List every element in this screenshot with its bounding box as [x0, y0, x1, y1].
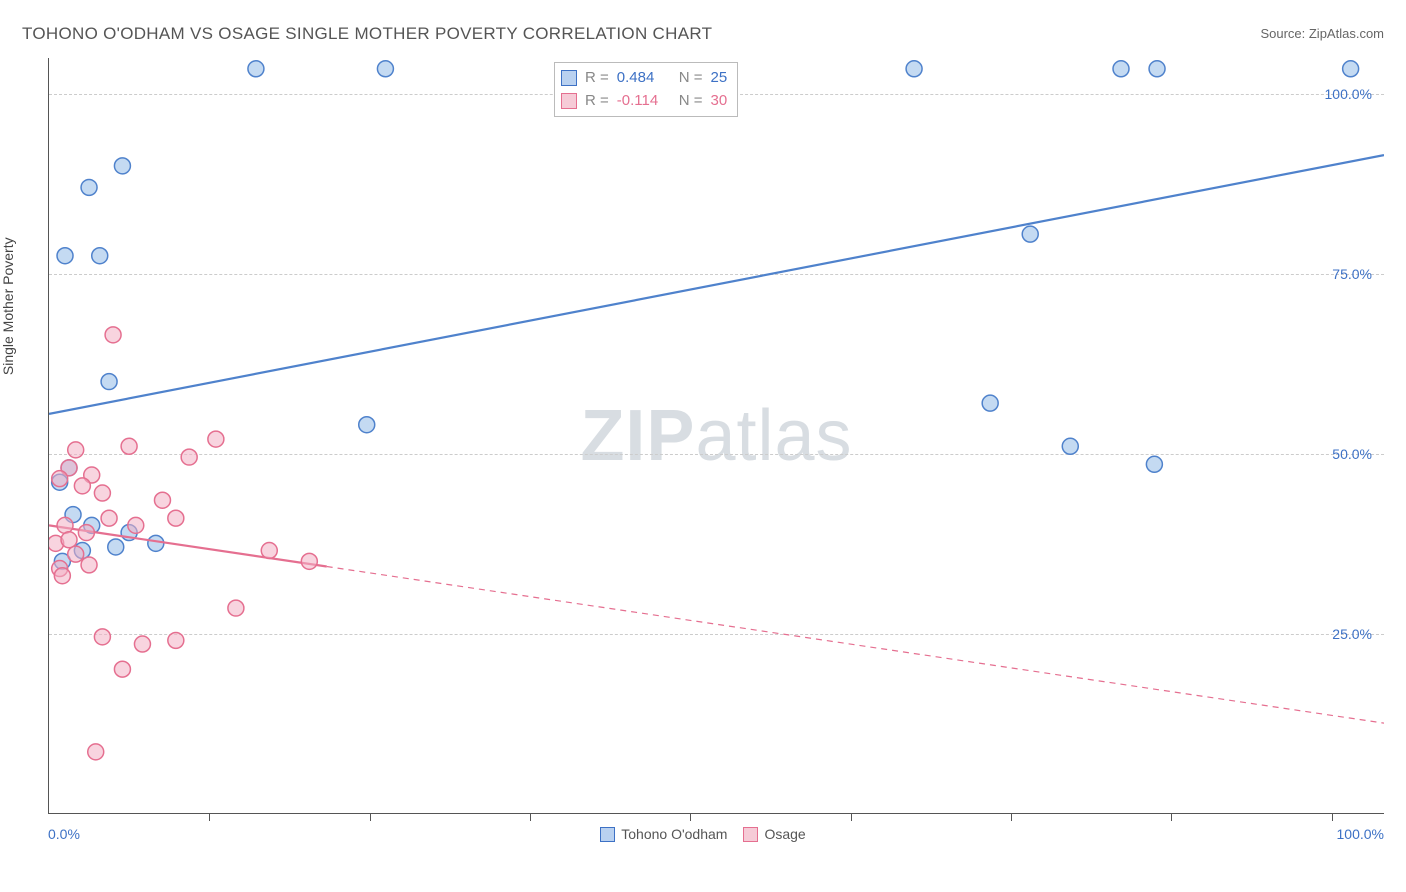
data-point	[228, 600, 244, 616]
regression-line	[49, 155, 1384, 414]
data-point	[68, 546, 84, 562]
stats-legend: R = 0.484 N = 25 R = -0.114 N = 30	[554, 62, 738, 117]
chart-title: TOHONO O'ODHAM VS OSAGE SINGLE MOTHER PO…	[22, 24, 712, 44]
data-point	[134, 636, 150, 652]
data-point	[54, 568, 70, 584]
data-point	[81, 179, 97, 195]
y-axis-label: Single Mother Poverty	[0, 237, 16, 375]
data-point	[114, 158, 130, 174]
regression-line-extrapolated	[327, 567, 1384, 724]
data-point	[1146, 456, 1162, 472]
data-point	[1343, 61, 1359, 77]
x-tick	[690, 813, 691, 821]
stat-n-label: N =	[679, 90, 703, 113]
data-point	[57, 517, 73, 533]
source-label: Source: ZipAtlas.com	[1260, 26, 1384, 41]
stat-r-label: R =	[585, 67, 609, 90]
data-point	[128, 517, 144, 533]
series-swatch	[561, 93, 577, 109]
data-point	[208, 431, 224, 447]
data-point	[148, 535, 164, 551]
plot-area: ZIPatlas 25.0%50.0%75.0%100.0%	[48, 58, 1384, 814]
data-point	[168, 632, 184, 648]
data-point	[261, 543, 277, 559]
data-point	[181, 449, 197, 465]
data-point	[61, 532, 77, 548]
chart-root: TOHONO O'ODHAM VS OSAGE SINGLE MOTHER PO…	[0, 0, 1406, 892]
data-point	[88, 744, 104, 760]
data-point	[68, 442, 84, 458]
legend-item: Osage	[743, 826, 805, 842]
data-point	[105, 327, 121, 343]
data-point	[78, 525, 94, 541]
data-point	[114, 661, 130, 677]
data-point	[81, 557, 97, 573]
x-tick	[370, 813, 371, 821]
series-swatch	[561, 70, 577, 86]
stat-n-label: N =	[679, 67, 703, 90]
legend-swatch	[600, 827, 615, 842]
plot-svg	[49, 58, 1384, 813]
x-tick	[1171, 813, 1172, 821]
x-tick	[851, 813, 852, 821]
data-point	[982, 395, 998, 411]
data-point	[108, 539, 124, 555]
data-point	[359, 417, 375, 433]
data-point	[101, 374, 117, 390]
data-point	[301, 553, 317, 569]
data-point	[94, 629, 110, 645]
x-tick	[1332, 813, 1333, 821]
stat-n-value: 30	[711, 90, 728, 113]
stat-r-label: R =	[585, 90, 609, 113]
data-point	[377, 61, 393, 77]
data-point	[74, 478, 90, 494]
data-point	[1113, 61, 1129, 77]
x-tick	[530, 813, 531, 821]
data-point	[1022, 226, 1038, 242]
data-point	[1062, 438, 1078, 454]
data-point	[1149, 61, 1165, 77]
data-point	[92, 248, 108, 264]
data-point	[52, 471, 68, 487]
data-point	[154, 492, 170, 508]
data-point	[57, 248, 73, 264]
x-tick	[209, 813, 210, 821]
data-point	[121, 438, 137, 454]
data-point	[168, 510, 184, 526]
x-tick	[1011, 813, 1012, 821]
data-point	[906, 61, 922, 77]
stats-row: R = -0.114 N = 30	[561, 90, 727, 113]
series-legend: Tohono O'odham Osage	[0, 826, 1406, 845]
data-point	[101, 510, 117, 526]
stat-r-value: 0.484	[617, 67, 671, 90]
legend-label: Osage	[764, 826, 805, 842]
stat-n-value: 25	[711, 67, 728, 90]
legend-swatch	[743, 827, 758, 842]
stats-row: R = 0.484 N = 25	[561, 67, 727, 90]
data-point	[94, 485, 110, 501]
legend-item: Tohono O'odham	[600, 826, 727, 842]
legend-label: Tohono O'odham	[621, 826, 727, 842]
stat-r-value: -0.114	[617, 90, 671, 113]
data-point	[248, 61, 264, 77]
